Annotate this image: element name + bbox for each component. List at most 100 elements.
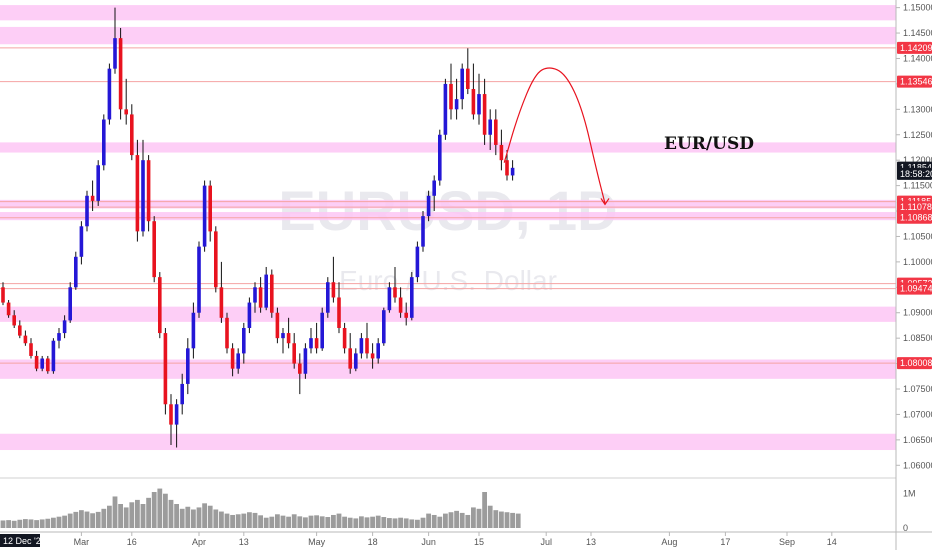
candle-body-48: [270, 274, 274, 313]
volume-bar-76: [426, 513, 431, 528]
volume-bar-73: [409, 519, 415, 528]
candle-body-83: [466, 68, 470, 89]
price-tag-bg-9: [897, 357, 932, 370]
price-tag-bg-0: [897, 41, 932, 54]
candle-0: [1, 282, 5, 306]
candle-body-11: [62, 320, 67, 334]
candle-10: [57, 327, 61, 349]
price-tag-9: 1.08008: [897, 357, 932, 370]
candle-32: [180, 373, 184, 415]
volume-bar-7: [39, 519, 45, 528]
time-label-6: 18: [368, 537, 378, 547]
watermark-symbol: EURUSD, 1D: [278, 179, 617, 242]
candle-body-36: [202, 185, 207, 247]
candle-16: [90, 180, 95, 212]
candle-89: [499, 129, 504, 171]
candle-body-90: [505, 160, 509, 176]
price-tag-8: 1.09474: [897, 282, 932, 295]
time-label-3: Apr: [192, 537, 206, 547]
candle-48: [270, 269, 274, 318]
candle-body-47: [264, 274, 268, 308]
volume-bar-89: [499, 511, 504, 528]
candle-body-23: [130, 114, 134, 156]
candle-body-59: [331, 282, 336, 298]
volume-bar-5: [28, 519, 34, 528]
candle-body-34: [191, 312, 196, 349]
candle-24: [135, 139, 140, 242]
candle-body-9: [51, 340, 56, 372]
candle-body-54: [303, 348, 308, 374]
volume-bar-8: [45, 518, 51, 528]
time-label-12: 17: [720, 537, 730, 547]
candle-body-52: [292, 343, 296, 364]
candle-65: [365, 322, 369, 359]
volume-bar-74: [415, 519, 420, 528]
candle-36: [202, 180, 207, 252]
candle-body-42: [236, 353, 240, 369]
time-label-8: 15: [474, 537, 484, 547]
candle-43: [242, 322, 246, 364]
volume-bar-50: [280, 515, 286, 528]
candle-54: [303, 343, 308, 379]
annotation-label: EUR/USD: [664, 134, 754, 154]
candle-15: [85, 190, 89, 232]
candle-53: [298, 353, 302, 395]
zone-2: [0, 142, 896, 153]
volume-bar-17: [95, 511, 101, 528]
volume-bar-71: [398, 517, 403, 528]
candle-body-65: [365, 338, 369, 354]
candle-body-38: [214, 231, 218, 288]
price-tick-label-15: 1.07500: [903, 384, 932, 394]
volume-bar-6: [34, 520, 39, 528]
zones-layer: [0, 5, 896, 451]
candle-47: [264, 266, 268, 311]
volume-bar-58: [325, 517, 331, 528]
candle-84: [471, 63, 476, 120]
candle-4: [23, 330, 28, 346]
candle-76: [426, 190, 431, 222]
zone-0: [0, 5, 896, 21]
projection-curve: [503, 67, 606, 204]
candle-13: [74, 251, 78, 290]
candle-14: [79, 221, 84, 265]
volume-bar-61: [342, 516, 347, 528]
candle-body-50: [281, 333, 285, 339]
volume-bar-38: [213, 509, 219, 528]
candle-87: [488, 109, 492, 151]
time-label-14: 14: [827, 537, 837, 547]
candle-5: [29, 338, 33, 359]
candle-45: [253, 282, 257, 313]
volume-bar-41: [230, 514, 235, 528]
candle-body-27: [152, 221, 156, 278]
volume-bar-18: [101, 508, 107, 528]
volume-bar-53: [297, 516, 303, 528]
volume-bar-49: [275, 514, 280, 528]
candle-body-15: [85, 195, 89, 227]
time-label-5: May: [308, 537, 326, 547]
candle-body-45: [253, 287, 257, 303]
candle-body-56: [314, 338, 319, 349]
volume-bar-2: [11, 520, 17, 528]
candle-26: [146, 155, 151, 232]
candle-12: [68, 282, 72, 323]
volume-bar-66: [370, 516, 375, 528]
candle-body-43: [242, 327, 246, 354]
candle-69: [387, 282, 392, 313]
time-axis[interactable]: 12 Dec '20 Mar 16 Apr 13 May 18 Jun 15 Jul 13 Aug 17…: [0, 532, 837, 547]
time-label-13: Sep: [779, 537, 795, 547]
candle-body-75: [421, 216, 425, 247]
candle-body-7: [40, 358, 44, 369]
price-tick-label-1: 1.14500: [903, 28, 932, 38]
volume-bar-79: [443, 513, 448, 528]
volume-bar-69: [387, 518, 392, 528]
candle-41: [230, 343, 235, 377]
candle-55: [309, 327, 313, 354]
candle-72: [404, 302, 408, 326]
volume-bar-75: [420, 517, 426, 528]
candle-body-10: [57, 333, 61, 341]
candle-body-26: [146, 160, 151, 222]
time-label-10: 13: [586, 537, 596, 547]
price-tag-label-0: 1.14209: [900, 43, 932, 53]
volume-bar-84: [471, 507, 476, 528]
